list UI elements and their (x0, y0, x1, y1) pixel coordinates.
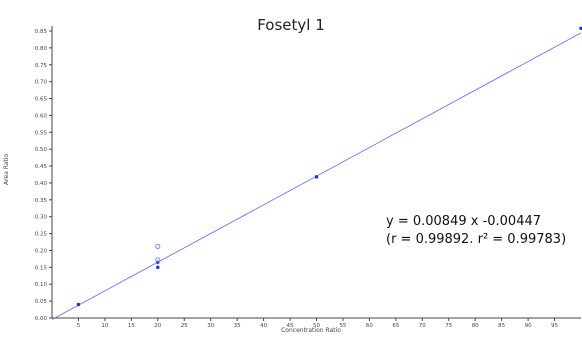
x-tick-label: 55 (339, 323, 346, 329)
x-tick-label: 25 (181, 323, 188, 329)
x-tick-label: 10 (101, 323, 108, 329)
y-tick-label: 0.60 (35, 113, 48, 119)
y-tick-label: 0.30 (35, 215, 48, 221)
regression-annotation: y = 0.00849 x -0.00447 (r = 0.99892. r² … (386, 213, 566, 249)
y-tick-label: 0.80 (35, 46, 48, 52)
data-point (314, 175, 319, 179)
x-tick-label: 80 (472, 323, 479, 329)
y-tick-label: 0.55 (35, 130, 48, 136)
chart-title: Fosetyl 1 (257, 16, 325, 34)
x-tick-label: 30 (207, 323, 214, 329)
x-tick-label: 20 (154, 323, 161, 329)
x-axis-label: Concentration Ratio (281, 327, 341, 334)
y-tick-label: 0.35 (35, 198, 48, 204)
x-tick-label: 65 (392, 323, 399, 329)
regression-equation: y = 0.00849 x -0.00447 (386, 214, 542, 229)
y-tick-label: 0.25 (35, 232, 48, 238)
y-tick-label: 0.20 (35, 248, 48, 254)
y-tick-label: 0.15 (35, 265, 48, 271)
x-tick-label: 5 (77, 323, 81, 329)
data-point (76, 302, 81, 307)
open-data-point (155, 243, 161, 249)
x-tick-label: 15 (128, 323, 135, 329)
y-tick-label: 0.10 (35, 282, 48, 288)
y-tick-label: 0.75 (35, 63, 48, 69)
x-tick-label: 85 (498, 323, 505, 329)
y-tick-label: 0.40 (35, 181, 48, 187)
x-tick-label: 70 (419, 323, 426, 329)
x-tick-label: 50 (313, 323, 320, 329)
y-tick-label: 0.70 (35, 80, 48, 86)
y-tick-label: 0.50 (35, 147, 48, 153)
open-data-point (155, 257, 161, 263)
y-axis-label: Area Ratio (3, 153, 10, 185)
x-tick-label: 75 (445, 323, 452, 329)
y-tick-label: 0.05 (35, 299, 48, 305)
x-tick-label: 95 (551, 323, 558, 329)
regression-stats: (r = 0.99892. r² = 0.99783) (386, 232, 567, 247)
y-tick-label: 0.00 (35, 316, 48, 322)
y-tick-label: 0.85 (35, 29, 48, 35)
x-tick-label: 35 (234, 323, 241, 329)
x-tick-label: 90 (525, 323, 532, 329)
data-point (156, 265, 160, 270)
y-tick-label: 0.65 (35, 97, 48, 103)
data-point (579, 26, 582, 30)
x-tick-label: 60 (366, 323, 373, 329)
x-tick-label: 40 (260, 323, 267, 329)
y-tick-label: 0.45 (35, 164, 48, 170)
x-tick-label: 45 (287, 323, 294, 329)
